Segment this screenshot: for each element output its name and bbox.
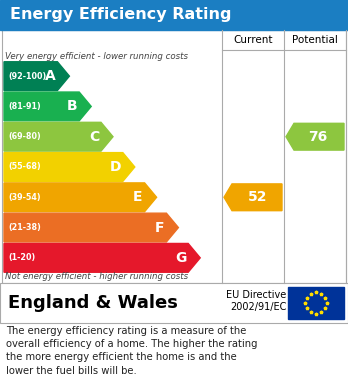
Polygon shape [4, 122, 113, 151]
Bar [288, 287, 344, 319]
Polygon shape [4, 244, 200, 272]
Bar [0, 283, 348, 323]
Text: C: C [89, 130, 99, 144]
Polygon shape [224, 184, 282, 211]
Text: (55-68): (55-68) [8, 163, 41, 172]
Text: Potential: Potential [292, 35, 338, 45]
Text: B: B [66, 99, 77, 113]
Bar [0, 0, 348, 30]
Bar [2, 30, 346, 283]
Text: (69-80): (69-80) [8, 132, 41, 141]
Text: E: E [133, 190, 143, 204]
Text: 52: 52 [248, 190, 268, 204]
Text: (39-54): (39-54) [8, 193, 41, 202]
Text: F: F [155, 221, 164, 235]
Text: Very energy efficient - lower running costs: Very energy efficient - lower running co… [5, 52, 188, 61]
Text: The energy efficiency rating is a measure of the
overall efficiency of a home. T: The energy efficiency rating is a measur… [6, 326, 258, 376]
Polygon shape [4, 213, 179, 242]
Text: (1-20): (1-20) [8, 253, 35, 262]
Polygon shape [4, 152, 135, 181]
Text: EU Directive
2002/91/EC: EU Directive 2002/91/EC [226, 290, 286, 312]
Text: 76: 76 [308, 130, 327, 144]
Text: A: A [45, 69, 55, 83]
Polygon shape [4, 62, 69, 91]
Text: (92-100): (92-100) [8, 72, 46, 81]
Text: England & Wales: England & Wales [8, 294, 178, 312]
Text: (21-38): (21-38) [8, 223, 41, 232]
Text: Current: Current [233, 35, 273, 45]
Text: Energy Efficiency Rating: Energy Efficiency Rating [10, 7, 231, 23]
Text: (81-91): (81-91) [8, 102, 41, 111]
Polygon shape [286, 123, 344, 150]
Text: D: D [109, 160, 121, 174]
Polygon shape [4, 92, 91, 121]
Polygon shape [4, 183, 157, 212]
Text: G: G [175, 251, 186, 265]
Text: Not energy efficient - higher running costs: Not energy efficient - higher running co… [5, 272, 188, 281]
